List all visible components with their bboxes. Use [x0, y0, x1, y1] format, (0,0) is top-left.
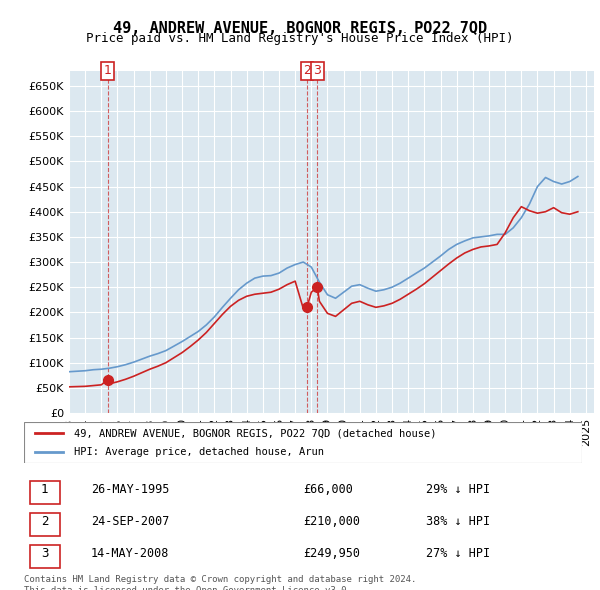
FancyBboxPatch shape [29, 545, 60, 568]
Text: 49, ANDREW AVENUE, BOGNOR REGIS, PO22 7QD: 49, ANDREW AVENUE, BOGNOR REGIS, PO22 7Q… [113, 21, 487, 35]
Text: 24-SEP-2007: 24-SEP-2007 [91, 515, 169, 528]
Text: 29% ↓ HPI: 29% ↓ HPI [426, 483, 490, 496]
Text: 49, ANDREW AVENUE, BOGNOR REGIS, PO22 7QD (detached house): 49, ANDREW AVENUE, BOGNOR REGIS, PO22 7Q… [74, 428, 437, 438]
Text: 26-MAY-1995: 26-MAY-1995 [91, 483, 169, 496]
Text: Price paid vs. HM Land Registry's House Price Index (HPI): Price paid vs. HM Land Registry's House … [86, 32, 514, 45]
Text: 2: 2 [41, 515, 49, 528]
Text: 3: 3 [41, 547, 49, 560]
Text: 1: 1 [41, 483, 49, 496]
Text: 1: 1 [104, 64, 112, 77]
Text: 2: 2 [303, 64, 311, 77]
Text: £210,000: £210,000 [303, 515, 360, 528]
Text: £66,000: £66,000 [303, 483, 353, 496]
Text: 38% ↓ HPI: 38% ↓ HPI [426, 515, 490, 528]
Text: 3: 3 [313, 64, 321, 77]
Text: 27% ↓ HPI: 27% ↓ HPI [426, 547, 490, 560]
Text: 14-MAY-2008: 14-MAY-2008 [91, 547, 169, 560]
FancyBboxPatch shape [29, 481, 60, 504]
Text: HPI: Average price, detached house, Arun: HPI: Average price, detached house, Arun [74, 447, 324, 457]
FancyBboxPatch shape [24, 422, 582, 463]
Text: £249,950: £249,950 [303, 547, 360, 560]
FancyBboxPatch shape [29, 513, 60, 536]
Text: Contains HM Land Registry data © Crown copyright and database right 2024.
This d: Contains HM Land Registry data © Crown c… [24, 575, 416, 590]
